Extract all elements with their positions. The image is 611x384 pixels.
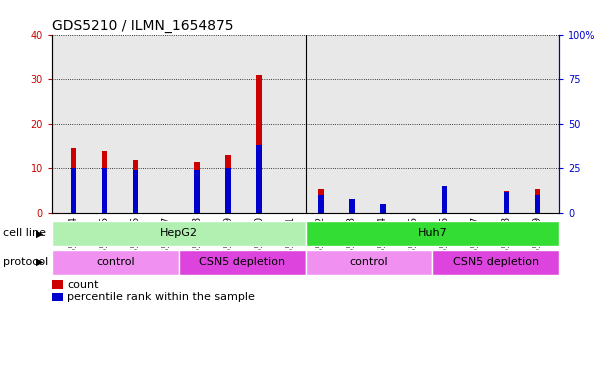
Bar <box>225 155 231 213</box>
Bar <box>535 195 540 213</box>
Bar <box>194 162 200 213</box>
Text: HepG2: HepG2 <box>159 228 198 238</box>
Bar <box>52 250 179 275</box>
Bar <box>101 151 108 213</box>
Bar <box>71 148 76 213</box>
Bar <box>101 169 108 213</box>
Text: percentile rank within the sample: percentile rank within the sample <box>67 292 255 302</box>
Bar <box>257 75 262 213</box>
Bar <box>442 186 447 213</box>
Text: CSN5 depletion: CSN5 depletion <box>199 257 285 267</box>
Bar <box>306 250 433 275</box>
Bar <box>349 199 354 213</box>
Bar <box>442 186 447 213</box>
Bar <box>257 145 262 213</box>
Text: ▶: ▶ <box>36 257 43 267</box>
Text: CSN5 depletion: CSN5 depletion <box>453 257 539 267</box>
Text: ▶: ▶ <box>36 228 43 238</box>
Bar <box>433 250 559 275</box>
Text: cell line: cell line <box>3 228 46 238</box>
Bar <box>380 204 386 213</box>
Bar <box>179 250 306 275</box>
Bar <box>380 204 386 213</box>
Bar <box>306 221 559 246</box>
Bar <box>503 191 510 213</box>
Bar <box>503 192 510 213</box>
Bar <box>133 160 138 213</box>
Text: control: control <box>96 257 134 267</box>
Text: Huh7: Huh7 <box>417 228 447 238</box>
Bar <box>318 189 324 213</box>
Bar <box>133 170 138 213</box>
Text: GDS5210 / ILMN_1654875: GDS5210 / ILMN_1654875 <box>52 19 233 33</box>
Text: count: count <box>67 280 99 290</box>
Bar <box>71 169 76 213</box>
Text: control: control <box>349 257 388 267</box>
Bar <box>194 170 200 213</box>
Bar <box>349 200 354 213</box>
Bar <box>318 195 324 213</box>
Bar <box>535 189 540 213</box>
Text: protocol: protocol <box>3 257 48 267</box>
Bar <box>225 169 231 213</box>
Bar <box>52 221 306 246</box>
